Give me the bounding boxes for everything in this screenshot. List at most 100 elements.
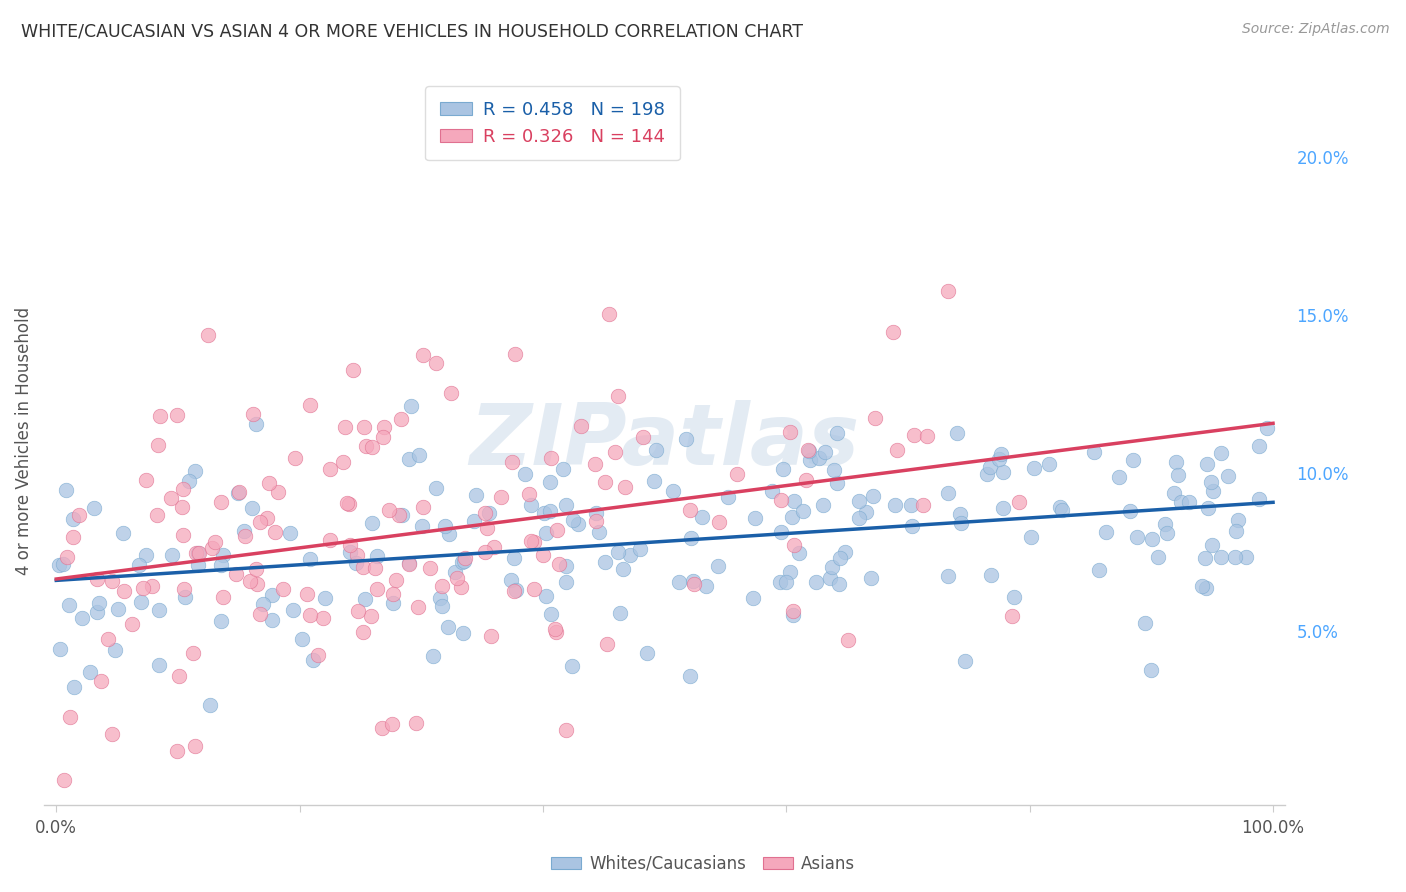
Point (262, 613, 284, 627)
Point (1133, 615, 1156, 630)
Point (86, 573, 108, 587)
Point (298, 398, 321, 412)
Point (1164, 455, 1187, 469)
Point (232, 524, 254, 538)
Point (679, 669, 702, 683)
Point (148, 603, 170, 617)
Point (709, 515, 731, 529)
Point (1249, 439, 1271, 453)
Point (198, 698, 221, 713)
Point (1147, 549, 1170, 564)
Point (263, 524, 285, 539)
Point (1002, 591, 1025, 605)
Point (936, 569, 959, 583)
Point (121, 617, 143, 632)
Point (1083, 445, 1105, 459)
Point (63, 680, 86, 694)
Point (141, 579, 163, 593)
Point (991, 465, 1014, 479)
Point (612, 562, 634, 576)
Point (744, 511, 766, 525)
Point (463, 515, 485, 529)
Point (1140, 663, 1163, 677)
Point (1177, 495, 1199, 509)
Point (83, 501, 105, 516)
Point (692, 510, 714, 524)
Point (1197, 457, 1219, 471)
Point (160, 491, 183, 505)
Point (865, 410, 887, 425)
Point (976, 467, 998, 481)
Point (146, 508, 169, 522)
Point (339, 545, 361, 559)
Point (1038, 458, 1060, 472)
Point (1191, 579, 1213, 593)
Point (533, 506, 555, 520)
Point (517, 486, 540, 500)
Point (993, 500, 1015, 515)
Point (107, 602, 129, 616)
Point (425, 481, 447, 495)
Point (675, 432, 697, 446)
Point (48, 558, 70, 573)
Point (1142, 532, 1164, 546)
Point (945, 426, 967, 441)
Point (821, 559, 844, 574)
Point (319, 533, 342, 547)
Point (561, 513, 583, 527)
Point (204, 535, 226, 549)
Point (245, 562, 267, 576)
Point (437, 620, 460, 634)
Point (555, 498, 578, 512)
Point (1247, 491, 1270, 506)
Point (502, 550, 524, 565)
Point (440, 386, 463, 401)
Point (583, 457, 606, 471)
Point (344, 556, 367, 570)
Point (1227, 514, 1250, 528)
Point (484, 540, 506, 554)
Point (339, 538, 361, 552)
Point (112, 584, 135, 599)
Point (97, 632, 120, 647)
Point (936, 284, 959, 298)
Point (544, 622, 567, 636)
Point (58, 710, 80, 724)
Point (201, 541, 224, 555)
Point (187, 546, 209, 560)
Point (782, 509, 804, 524)
Point (128, 558, 150, 572)
Point (551, 462, 574, 476)
Point (837, 632, 859, 647)
Point (717, 490, 740, 504)
Point (783, 494, 806, 508)
Point (915, 429, 938, 443)
Point (1108, 470, 1130, 484)
Point (1225, 524, 1247, 538)
Point (538, 503, 561, 517)
Point (811, 499, 834, 513)
Point (352, 559, 374, 574)
Point (209, 614, 232, 628)
Point (52, 557, 75, 571)
Point (585, 514, 607, 528)
Point (741, 591, 763, 605)
Point (212, 590, 235, 604)
Point (807, 450, 830, 465)
Point (707, 559, 730, 574)
Point (789, 546, 811, 560)
Point (538, 475, 561, 489)
Point (481, 629, 503, 643)
Point (172, 500, 194, 514)
Point (903, 428, 925, 442)
Point (1197, 501, 1219, 516)
Point (1094, 525, 1116, 540)
Point (1194, 582, 1216, 596)
Point (814, 444, 837, 458)
Point (606, 545, 628, 559)
Point (619, 549, 641, 563)
Point (636, 647, 658, 661)
Point (252, 598, 274, 612)
Point (523, 582, 546, 597)
Point (453, 554, 475, 568)
